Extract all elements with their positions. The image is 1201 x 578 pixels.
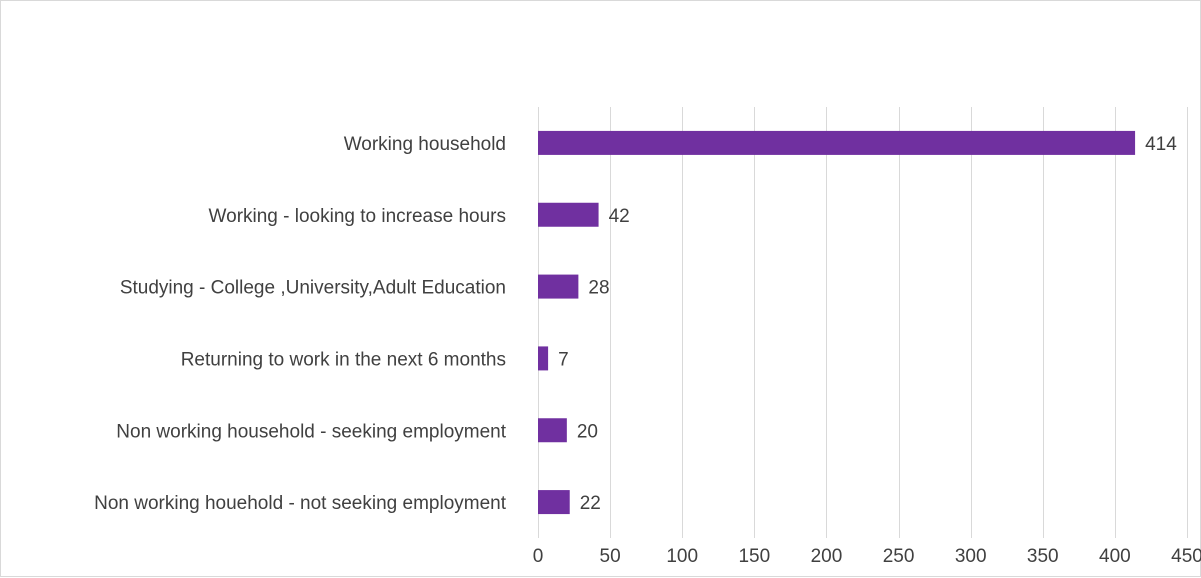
data-labels: 414 42 28 7 20 22 [558,134,1177,514]
bar [538,418,567,443]
data-label: 414 [1145,134,1177,155]
x-tick-label: 200 [811,546,843,567]
x-tick-label: 50 [600,546,621,567]
category-label: Non working household - seeking employme… [116,421,506,442]
x-tick-label: 250 [883,546,915,567]
bar [538,202,599,227]
bar [538,130,1136,155]
x-tick-label: 100 [666,546,698,567]
x-axis-tick-labels: 0 50 100 150 200 250 300 350 400 450 [533,546,1201,567]
bar [538,274,579,299]
category-label: Non working houehold - not seeking emplo… [94,493,507,514]
data-label: 20 [577,421,598,442]
category-label: Working household [344,134,506,155]
x-tick-label: 150 [738,546,770,567]
x-tick-label: 300 [955,546,987,567]
data-label: 28 [588,278,609,299]
bar [538,490,570,515]
bars [538,130,1136,515]
bar [538,346,549,371]
data-label: 7 [558,349,569,370]
category-label: Returning to work in the next 6 months [181,349,506,370]
data-label: 42 [609,206,630,227]
x-tick-label: 400 [1099,546,1131,567]
x-tick-label: 450 [1171,546,1201,567]
category-label: Studying - College ,University,Adult Edu… [120,278,506,299]
x-tick-label: 350 [1027,546,1059,567]
category-labels: Working household Working - looking to in… [94,134,507,514]
x-tick-label: 0 [533,546,544,567]
data-label: 22 [580,493,601,514]
category-label: Working - looking to increase hours [209,206,506,227]
gridlines [538,107,1188,538]
